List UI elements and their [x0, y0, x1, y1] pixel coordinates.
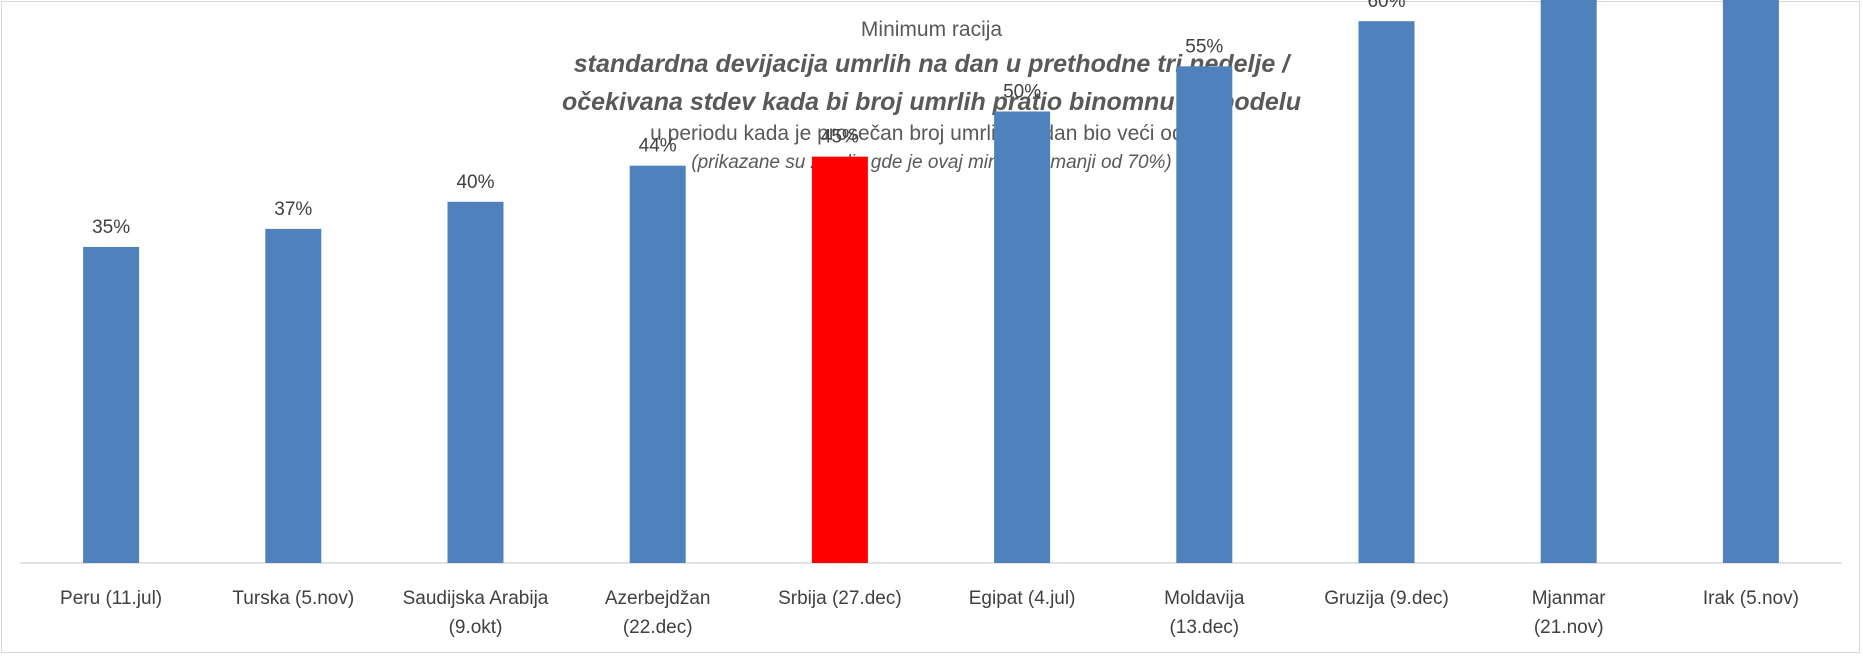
bar-10: [1722, 0, 1779, 564]
x-tick-label-3-line-1: Saudijska Arabija: [403, 588, 549, 609]
bar-7: [1176, 66, 1233, 563]
x-tick-label-9-line-1: Mjanmar: [1532, 588, 1607, 609]
x-tick-label-4-line-2: (22.dec): [623, 617, 693, 638]
data-label-6: 50%: [1003, 82, 1041, 103]
bar-6: [994, 111, 1051, 563]
data-label-3: 40%: [456, 172, 494, 193]
bar-5: [811, 156, 868, 563]
x-tick-label-7-line-2: (13.dec): [1169, 617, 1239, 638]
x-tick-label-2: Turska (5.nov): [232, 588, 354, 609]
data-label-2: 37%: [274, 199, 312, 220]
bar-1: [83, 246, 140, 563]
x-tick-label-4-line-1: Azerbejdžan: [605, 588, 711, 609]
data-label-7: 55%: [1185, 36, 1223, 57]
data-label-5: 45%: [821, 127, 859, 148]
bar-2: [265, 228, 322, 563]
chart-subtitle-line-4: (prikazane su zemlje gde je ovaj minimum…: [691, 152, 1172, 173]
x-tick-label-8: Gruzija (9.dec): [1324, 588, 1449, 609]
data-label-1: 35%: [92, 217, 130, 238]
chart-subtitle-line-3: u periodu kada je prosečan broj umrlih n…: [650, 122, 1213, 145]
chart-title: Minimum racija: [860, 18, 1003, 41]
x-tick-label-7-line-1: Moldavija: [1164, 588, 1245, 609]
data-label-4: 44%: [639, 136, 677, 157]
x-tick-label-6: Egipat (4.jul): [969, 588, 1076, 609]
x-tick-label-5: Srbija (27.dec): [778, 588, 902, 609]
data-label-8: 60%: [1367, 0, 1405, 12]
x-tick-label-10: Irak (5.nov): [1703, 588, 1799, 609]
bar-9: [1540, 0, 1597, 564]
chart-subtitle-line-1: standardna devijacija umrlih na dan u pr…: [573, 50, 1290, 78]
x-tick-label-1: Peru (11.jul): [60, 588, 162, 609]
bar-3: [447, 201, 504, 564]
bar-4: [629, 165, 686, 563]
bar-8: [1358, 21, 1415, 563]
x-tick-label-9-line-2: (21.nov): [1534, 617, 1604, 638]
x-tick-label-3-line-2: (9.okt): [449, 617, 503, 638]
